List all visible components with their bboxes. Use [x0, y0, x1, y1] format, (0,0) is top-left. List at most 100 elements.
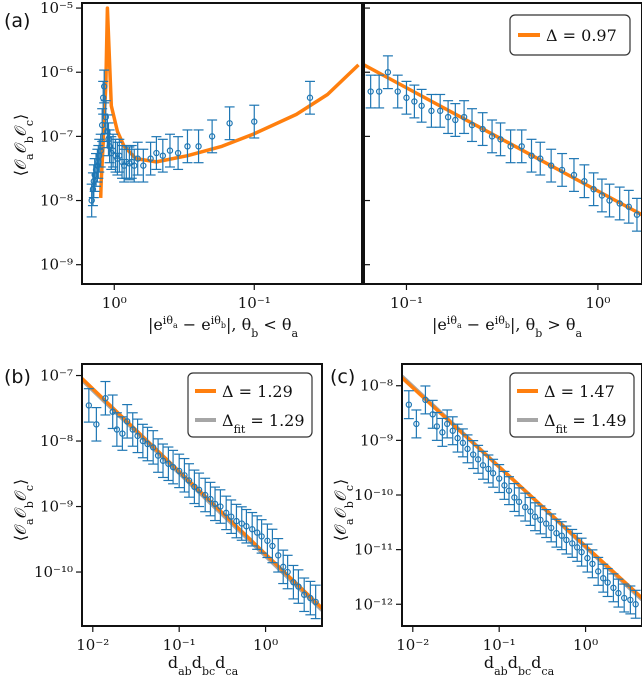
- data-point-a-right-13: [477, 112, 488, 147]
- data-point-c-21: [520, 492, 531, 522]
- data-point-c-42: [630, 589, 641, 619]
- data-point-c-23: [530, 502, 541, 532]
- x-axis-label-c: dabdbcdca: [484, 653, 555, 677]
- data-point-b-35: [273, 537, 284, 573]
- data-point-c-22: [525, 496, 536, 526]
- x-tick-label-b-2: 10⁰: [253, 636, 278, 654]
- x-tick-label-c-0: 10⁻²: [396, 636, 429, 654]
- data-point-a-left-34: [182, 129, 193, 164]
- data-point-a-right-10: [450, 103, 461, 137]
- data-point-a-left-20: [114, 138, 125, 173]
- data-point-c-13: [478, 450, 489, 480]
- x-tick-label-a-left-0: 10⁰: [102, 294, 127, 312]
- data-point-a-left-36: [207, 119, 218, 154]
- y-axis-label-a: ⟨𝒪a𝒪b𝒪c⟩: [11, 114, 36, 177]
- data-point-a-right-17: [516, 129, 527, 164]
- data-point-a-left-38: [249, 104, 260, 139]
- data-point-a-left-11: [99, 69, 110, 104]
- data-point-c-20: [514, 487, 525, 517]
- data-point-a-left-35: [193, 129, 204, 164]
- data-point-c-10: [462, 434, 473, 464]
- data-point-b-9: [137, 423, 148, 459]
- data-point-b-1: [91, 406, 102, 442]
- x-tick-label-a-left-1: 10⁻¹: [238, 294, 271, 312]
- panel-label-c: (c): [330, 366, 355, 388]
- data-point-a-right-0: [365, 74, 376, 109]
- data-point-a-left-32: [164, 133, 175, 168]
- data-point-b-3: [107, 394, 118, 430]
- data-point-b-8: [132, 418, 143, 454]
- data-point-c-27: [551, 518, 562, 548]
- data-point-c-26: [546, 513, 557, 543]
- data-point-a-right-18: [526, 138, 537, 173]
- data-point-a-right-11: [459, 100, 470, 135]
- plot-b: 10⁻² 10⁻¹ 10⁰ 10⁻¹⁰ 10⁻⁹ 10⁻⁸ 10⁻⁷: [34, 363, 323, 654]
- y-axis-label-b: ⟨𝒪a𝒪b𝒪c⟩: [11, 479, 36, 542]
- model-line-a-left: [98, 6, 360, 198]
- plot-c: 10⁻² 10⁻¹ 10⁰ 10⁻¹² 10⁻¹¹ 10⁻¹⁰ 10⁻⁹ 10⁻⁸: [354, 363, 642, 654]
- data-point-a-right-23: [579, 164, 590, 199]
- data-point-a-left-15: [104, 129, 115, 164]
- data-point-b-24: [215, 489, 226, 524]
- data-point-a-right-2: [382, 55, 393, 90]
- data-point-b-4: [111, 412, 122, 447]
- data-point-b-39: [293, 569, 304, 604]
- data-point-b-40: [299, 577, 310, 613]
- y-tick-label-b-2: 10⁻⁸: [40, 432, 73, 450]
- data-point-c-29: [561, 525, 572, 555]
- data-point-c-41: [625, 585, 636, 615]
- data-point-b-18: [184, 463, 195, 498]
- data-point-a-right-29: [631, 197, 642, 232]
- data-point-b-41: [305, 580, 316, 616]
- data-point-c-1: [411, 409, 422, 439]
- data-point-a-right-25: [596, 178, 607, 213]
- data-point-a-right-4: [401, 80, 412, 115]
- x-tick-label-b-1: 10⁻¹: [163, 636, 196, 654]
- y-tick-label-a-left-0: 10⁻⁹: [40, 256, 73, 274]
- data-point-a-left-39: [304, 80, 315, 115]
- plot-a-right: 10⁻¹ 10⁰: [363, 2, 642, 312]
- data-point-a-right-15: [495, 122, 506, 157]
- data-point-a-left-19: [112, 141, 123, 176]
- data-point-c-7: [447, 416, 458, 446]
- data-point-c-9: [457, 428, 468, 458]
- y-tick-label-b-0: 10⁻¹⁰: [34, 563, 73, 581]
- data-point-b-27: [231, 503, 242, 539]
- data-point-c-18: [504, 476, 515, 506]
- data-point-c-16: [494, 464, 505, 494]
- data-point-b-19: [189, 469, 200, 505]
- data-point-b-25: [221, 495, 232, 531]
- data-point-c-3: [427, 399, 438, 429]
- y-tick-label-c-3: 10⁻⁹: [360, 431, 393, 449]
- data-point-a-left-37: [224, 106, 235, 141]
- data-point-b-21: [200, 477, 211, 513]
- legend-c-model-label: Δ = 1.47: [544, 382, 615, 401]
- data-point-a-right-20: [546, 148, 557, 183]
- x-tick-label-a-right-1: 10⁰: [585, 294, 610, 312]
- data-point-b-13: [158, 443, 169, 479]
- x-tick-label-b-0: 10⁻²: [76, 636, 109, 654]
- legend-c: Δ = 1.47 Δfit = 1.49: [509, 372, 635, 438]
- data-point-c-6: [442, 409, 453, 439]
- data-point-b-26: [226, 499, 237, 535]
- data-point-c-5: [437, 417, 448, 447]
- data-point-c-39: [613, 578, 624, 608]
- data-point-c-4: [431, 411, 442, 441]
- data-point-c-32: [576, 537, 587, 567]
- data-point-b-7: [127, 412, 138, 447]
- data-point-a-right-3: [392, 74, 403, 109]
- data-point-b-0: [83, 388, 94, 423]
- data-point-a-left-27: [132, 141, 143, 176]
- data-point-a-right-5: [409, 84, 420, 119]
- y-tick-label-c-4: 10⁻⁸: [360, 377, 393, 395]
- data-point-b-38: [288, 564, 299, 600]
- y-tick-label-c-1: 10⁻¹¹: [354, 541, 393, 559]
- data-point-b-37: [282, 554, 293, 590]
- data-point-a-left-31: [157, 138, 168, 173]
- data-point-b-15: [168, 449, 179, 485]
- data-point-c-25: [541, 509, 552, 539]
- x-axis-label-a-left: |eiθa − eiθb|, θb < θa: [148, 314, 299, 340]
- data-point-b-5: [117, 416, 128, 451]
- data-point-c-8: [452, 423, 463, 453]
- x-axis-label-b: dabdbcdca: [168, 653, 239, 677]
